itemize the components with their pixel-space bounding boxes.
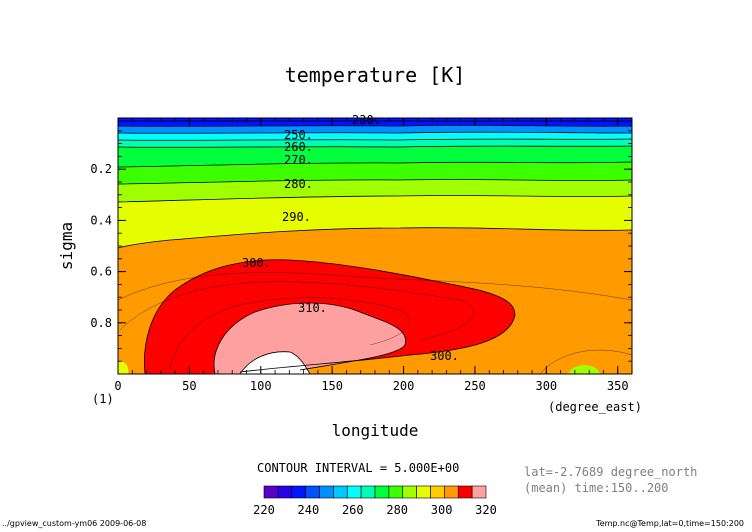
contour-label: 290. [282, 210, 311, 224]
contour-label: 250. [284, 128, 313, 142]
x-tick-label: 200 [393, 379, 415, 393]
info-lat: lat=-2.7689 degree_north [524, 465, 697, 479]
contour-interval: CONTOUR INTERVAL = 5.000E+00 [257, 461, 459, 475]
colorbar: 220 240 260 280 300 320 [253, 485, 497, 517]
info-time: (mean) time:150..200 [524, 481, 669, 495]
band-yellow [118, 195, 632, 248]
colorbar-swatch [402, 485, 417, 499]
colorbar-swatch [305, 485, 320, 499]
colorbar-swatch [333, 485, 348, 499]
colorbar-swatch [360, 485, 376, 499]
contour-label: 280. [284, 177, 313, 191]
y-tick-label: 0.6 [90, 265, 112, 279]
footer-right: Temp.nc@Temp,lat=0,time=150:200 [596, 519, 744, 528]
colorbar-swatch [388, 485, 404, 499]
colorbar-swatch [319, 485, 334, 499]
contour-label: 270. [284, 153, 313, 167]
x-tick-label: 0 [114, 379, 121, 393]
colorbar-swatch [416, 485, 431, 499]
band-patch-right [568, 365, 600, 374]
x-tick-label: 350 [607, 379, 629, 393]
band-lightblue [118, 125, 632, 134]
x-axis-label: longitude [332, 421, 419, 440]
band-green [118, 146, 632, 167]
band-patch-left [118, 361, 129, 374]
footer-left: ../gpview_custom-ym06 2009-06-08 [2, 519, 147, 528]
y-tick-label: 0.2 [90, 162, 112, 176]
band-lightgreen [118, 162, 632, 184]
colorbar-tick-label: 280 [386, 503, 408, 517]
contour-fill [118, 118, 632, 374]
contour-label: 300. [242, 256, 271, 270]
colorbar-tick-label: 320 [475, 503, 497, 517]
colorbar-swatch [471, 485, 487, 499]
contour-label: 230. [352, 113, 381, 127]
colorbar-swatch [291, 485, 306, 499]
x-units: (degree_east) [548, 400, 642, 414]
contour-label: 260. [284, 140, 313, 154]
contour-label: 300. [430, 349, 459, 363]
band-cyan [118, 132, 632, 141]
colorbar-swatch [457, 485, 473, 499]
colorbar-tick-label: 300 [431, 503, 453, 517]
y-axis-label: sigma [57, 222, 76, 270]
x-axis: 0 50 100 150 200 250 300 350 [114, 118, 633, 393]
band-teal [118, 139, 632, 148]
colorbar-tick-label: 220 [253, 503, 275, 517]
panel-label: (1) [92, 392, 114, 406]
x-tick-label: 50 [182, 379, 196, 393]
colorbar-tick-label: 240 [298, 503, 320, 517]
colorbar-swatch [430, 485, 445, 499]
colorbar-swatch [374, 485, 390, 499]
colorbar-swatch [277, 485, 293, 499]
contour-lines [118, 120, 632, 374]
y-tick-label: 0.4 [90, 213, 112, 227]
band-white [240, 351, 310, 374]
contour-label: 310. [298, 301, 327, 315]
colorbar-swatch [444, 485, 459, 499]
band-lime [118, 179, 632, 202]
x-tick-label: 150 [321, 379, 343, 393]
x-tick-label: 100 [250, 379, 272, 393]
colorbar-swatch [346, 485, 362, 499]
y-axis: 0.2 0.4 0.6 0.8 [90, 130, 632, 362]
x-tick-label: 250 [464, 379, 486, 393]
colorbar-tick-label: 260 [342, 503, 364, 517]
colorbar-swatch [263, 485, 279, 499]
x-tick-label: 300 [535, 379, 557, 393]
contour-labels: 230. 250. 260. 270. 280. 290. 300. 310. … [242, 113, 459, 363]
chart-title: temperature [K] [285, 63, 466, 87]
y-tick-label: 0.8 [90, 316, 112, 330]
